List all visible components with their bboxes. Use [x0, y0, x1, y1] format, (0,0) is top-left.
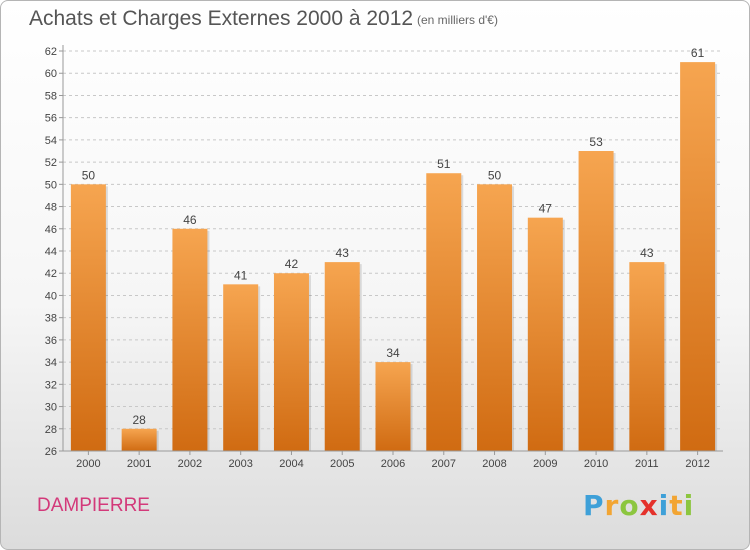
bar-value-label: 50: [82, 168, 96, 182]
y-tick-label: 32: [45, 379, 57, 391]
unit-note: (en milliers d'€): [417, 13, 498, 27]
x-tick-label: 2004: [279, 458, 303, 470]
bar-value-label: 61: [691, 46, 705, 60]
proxiti-logo: Proxiti: [583, 489, 695, 522]
x-tick-label: 2012: [685, 458, 709, 470]
x-tick-label: 2005: [330, 458, 354, 470]
x-tick-label: 2008: [482, 458, 506, 470]
bar-value-label: 50: [488, 168, 502, 182]
y-tick-label: 28: [45, 424, 57, 436]
y-tick-label: 40: [45, 290, 57, 302]
bar: [223, 284, 259, 451]
bar: [70, 184, 106, 452]
bar: [121, 428, 157, 451]
y-tick-label: 48: [45, 202, 57, 214]
x-tick-label: 2002: [178, 458, 202, 470]
bar: [273, 273, 309, 451]
bar: [426, 173, 462, 451]
x-tick-label: 2011: [635, 458, 659, 470]
x-tick-label: 2000: [76, 458, 100, 470]
bar-value-label: 46: [183, 213, 197, 227]
bar-value-label: 43: [336, 246, 350, 260]
x-tick-label: 2001: [127, 458, 151, 470]
y-tick-label: 46: [45, 224, 57, 236]
axes: 26 28 30 32 34 36 38 40 42 44 46 48 50 52 54 56 58 60 62 20…: [45, 45, 723, 470]
y-tick-label: 36: [45, 335, 57, 347]
bar-value-label: 51: [437, 157, 451, 171]
commune-name: DAMPIERRE: [37, 495, 150, 516]
chart-title: Achats et Charges Externes 2000 à 2012: [29, 7, 414, 30]
bar: [375, 362, 411, 451]
bar: [578, 151, 614, 451]
bar: [629, 262, 665, 451]
y-tick-label: 38: [45, 313, 57, 325]
bar-value-label: 34: [386, 346, 400, 360]
x-tick-label: 2003: [228, 458, 252, 470]
bar: [477, 184, 513, 452]
y-tick-label: 60: [45, 68, 57, 80]
bar-value-label: 41: [234, 268, 248, 282]
y-tick-label: 50: [45, 179, 57, 191]
y-tick-label: 26: [45, 446, 57, 458]
y-tick-label: 44: [45, 246, 57, 258]
bar: [324, 262, 360, 451]
bar: [172, 228, 208, 451]
y-tick-label: 34: [45, 357, 57, 369]
x-tick-label: 2009: [533, 458, 557, 470]
bars: 50 28 46 41 42 43 34 51 50 47 53 43 61: [70, 46, 718, 452]
bar: [680, 62, 716, 451]
x-tick-label: 2010: [584, 458, 608, 470]
bar-value-label: 28: [132, 413, 146, 427]
y-tick-label: 52: [45, 157, 57, 169]
y-tick-label: 42: [45, 268, 57, 280]
bar-value-label: 47: [539, 202, 553, 216]
bar-value-label: 42: [285, 257, 299, 271]
y-tick-label: 62: [45, 46, 57, 58]
bar-value-label: 53: [589, 135, 603, 149]
x-tick-label: 2006: [381, 458, 405, 470]
y-tick-label: 56: [45, 113, 57, 125]
y-tick-label: 58: [45, 90, 57, 102]
x-tick-label: 2007: [432, 458, 456, 470]
bar-value-label: 43: [640, 246, 654, 260]
bar: [527, 217, 563, 451]
y-tick-label: 54: [45, 135, 57, 147]
y-tick-label: 30: [45, 402, 57, 414]
